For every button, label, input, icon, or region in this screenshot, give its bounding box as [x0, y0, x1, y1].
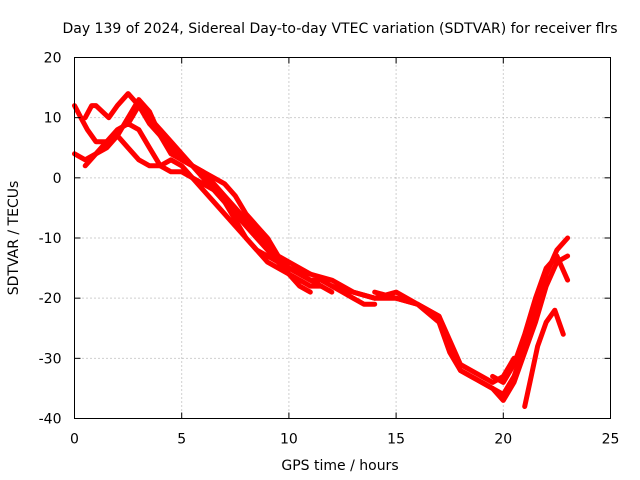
x-tick-label: 0	[70, 432, 79, 448]
y-tick-label: -30	[39, 351, 62, 367]
series-line-track-10	[522, 307, 566, 409]
y-tick-label: 10	[44, 111, 62, 127]
axis-ticks: 0 5 10 15 20 25 20 10 0 -10 -20 -30 -40	[39, 51, 620, 448]
y-axis-title: SDTVAR / TECUs	[6, 181, 22, 296]
chart-title: Day 139 of 2024, Sidereal Day-to-day VTE…	[62, 21, 617, 37]
y-tick-label: -40	[39, 412, 62, 428]
y-tick-label: -10	[39, 231, 62, 247]
x-axis-title: GPS time / hours	[281, 458, 398, 474]
series-line-track-3	[82, 91, 313, 277]
x-tick-label: 5	[177, 432, 186, 448]
series-line-track-5	[125, 103, 313, 295]
series-line-track-8	[372, 253, 571, 403]
grid-lines	[74, 57, 611, 419]
y-tick-label: 0	[53, 171, 62, 187]
data-series	[72, 91, 571, 409]
y-tick-label: -20	[39, 291, 62, 307]
x-tick-label: 20	[494, 432, 512, 448]
x-tick-label: 25	[602, 432, 620, 448]
y-tick-label: 20	[44, 51, 62, 67]
series-line-track-4	[72, 121, 324, 289]
series-line-track-9	[490, 253, 571, 385]
x-tick-label: 10	[280, 432, 298, 448]
x-tick-label: 15	[387, 432, 405, 448]
